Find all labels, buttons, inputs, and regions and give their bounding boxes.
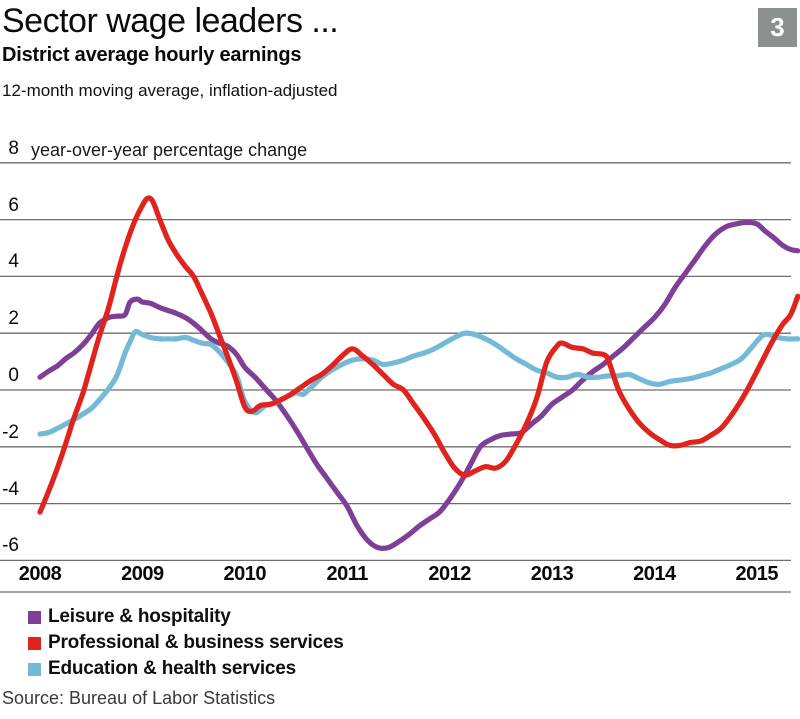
legend-item-leisure: Leisure & hospitality [28, 604, 344, 630]
x-tick-label: 2008 [18, 563, 62, 585]
x-tick-label: 2009 [121, 563, 164, 585]
legend-item-professional: Professional & business services [28, 630, 344, 656]
slide-number-badge: 3 [758, 8, 797, 47]
y-tick-label: -4 [2, 478, 19, 500]
legend-item-education: Education & health services [28, 656, 344, 682]
y-tick-label: -2 [2, 421, 19, 443]
chart-legend: Leisure & hospitality Professional & bus… [28, 604, 344, 682]
x-tick-label: 2012 [428, 563, 471, 585]
x-tick-label: 2013 [530, 563, 574, 585]
legend-label: Leisure & hospitality [48, 606, 231, 627]
gridlines [0, 162, 791, 593]
y-axis-title: year-over-year percentage change [31, 140, 308, 160]
legend-label: Education & health services [48, 658, 297, 679]
y-tick-label: 0 [8, 365, 19, 386]
y-tick-label: 6 [8, 194, 19, 216]
y-tick-label: 2 [8, 308, 19, 330]
series-line-0 [37, 219, 800, 552]
series-line-2 [37, 328, 800, 437]
legend-swatch-red [28, 636, 41, 650]
chart-series [37, 195, 800, 552]
y-tick-label: 8 [8, 137, 19, 159]
y-tick-label: 4 [8, 251, 19, 273]
x-tick-label: 2015 [735, 563, 779, 585]
x-tick-label: 2011 [326, 563, 368, 585]
legend-label: Professional & business services [48, 632, 344, 653]
legend-swatch-purple [28, 610, 41, 624]
chart-subtitle: District average hourly earnings [2, 44, 302, 66]
source-note: Source: Bureau of Labor Statistics [2, 688, 276, 708]
y-tick-label: -6 [2, 535, 19, 557]
chart-note: 12-month moving average, inflation-adjus… [2, 81, 338, 100]
x-tick-label: 2014 [633, 563, 676, 585]
series-line-1 [37, 195, 800, 515]
page-title: Sector wage leaders ... [2, 2, 339, 40]
legend-swatch-blue [28, 662, 41, 676]
x-tick-label: 2010 [223, 563, 267, 585]
